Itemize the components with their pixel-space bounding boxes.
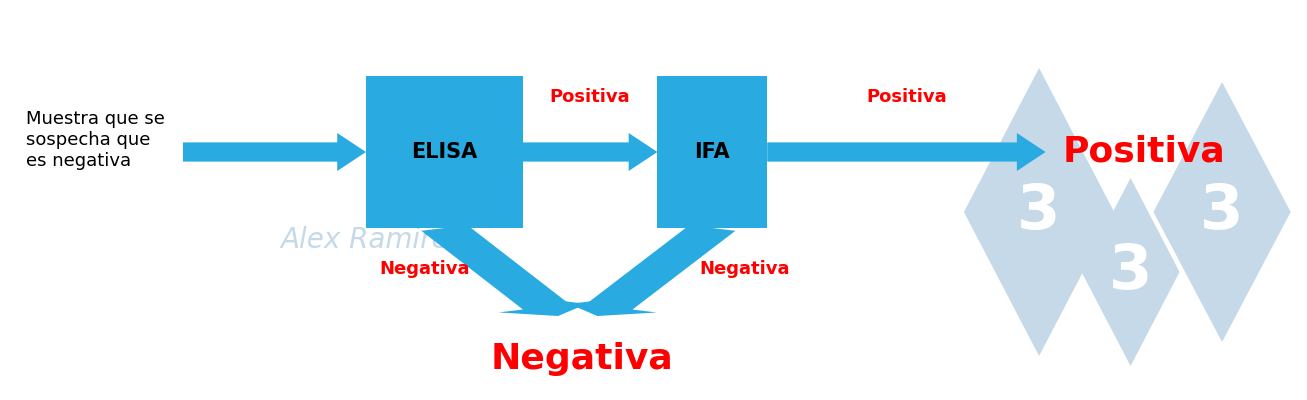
Text: 3: 3 <box>1108 242 1153 302</box>
Text: Positiva: Positiva <box>550 88 630 106</box>
Polygon shape <box>523 133 657 171</box>
Polygon shape <box>1082 178 1179 366</box>
Text: 3: 3 <box>1017 182 1061 242</box>
Polygon shape <box>183 133 366 171</box>
Text: 3: 3 <box>1200 182 1244 242</box>
Polygon shape <box>1153 82 1291 342</box>
Text: ELISA: ELISA <box>412 142 477 162</box>
FancyBboxPatch shape <box>366 76 523 228</box>
Text: Negativa: Negativa <box>490 342 673 376</box>
Text: IFA: IFA <box>694 142 731 162</box>
Text: Negativa: Negativa <box>699 260 791 278</box>
Text: Negativa: Negativa <box>379 260 471 278</box>
Text: Positiva: Positiva <box>867 88 946 106</box>
Text: Muestra que se
sospecha que
es negativa: Muestra que se sospecha que es negativa <box>26 110 165 170</box>
Polygon shape <box>965 68 1114 356</box>
Polygon shape <box>562 225 736 316</box>
FancyBboxPatch shape <box>657 76 767 228</box>
Text: Positiva: Positiva <box>1063 135 1225 169</box>
Text: Alex Ramirez: Alex Ramirez <box>281 226 464 254</box>
Polygon shape <box>421 225 593 316</box>
Polygon shape <box>767 133 1046 171</box>
